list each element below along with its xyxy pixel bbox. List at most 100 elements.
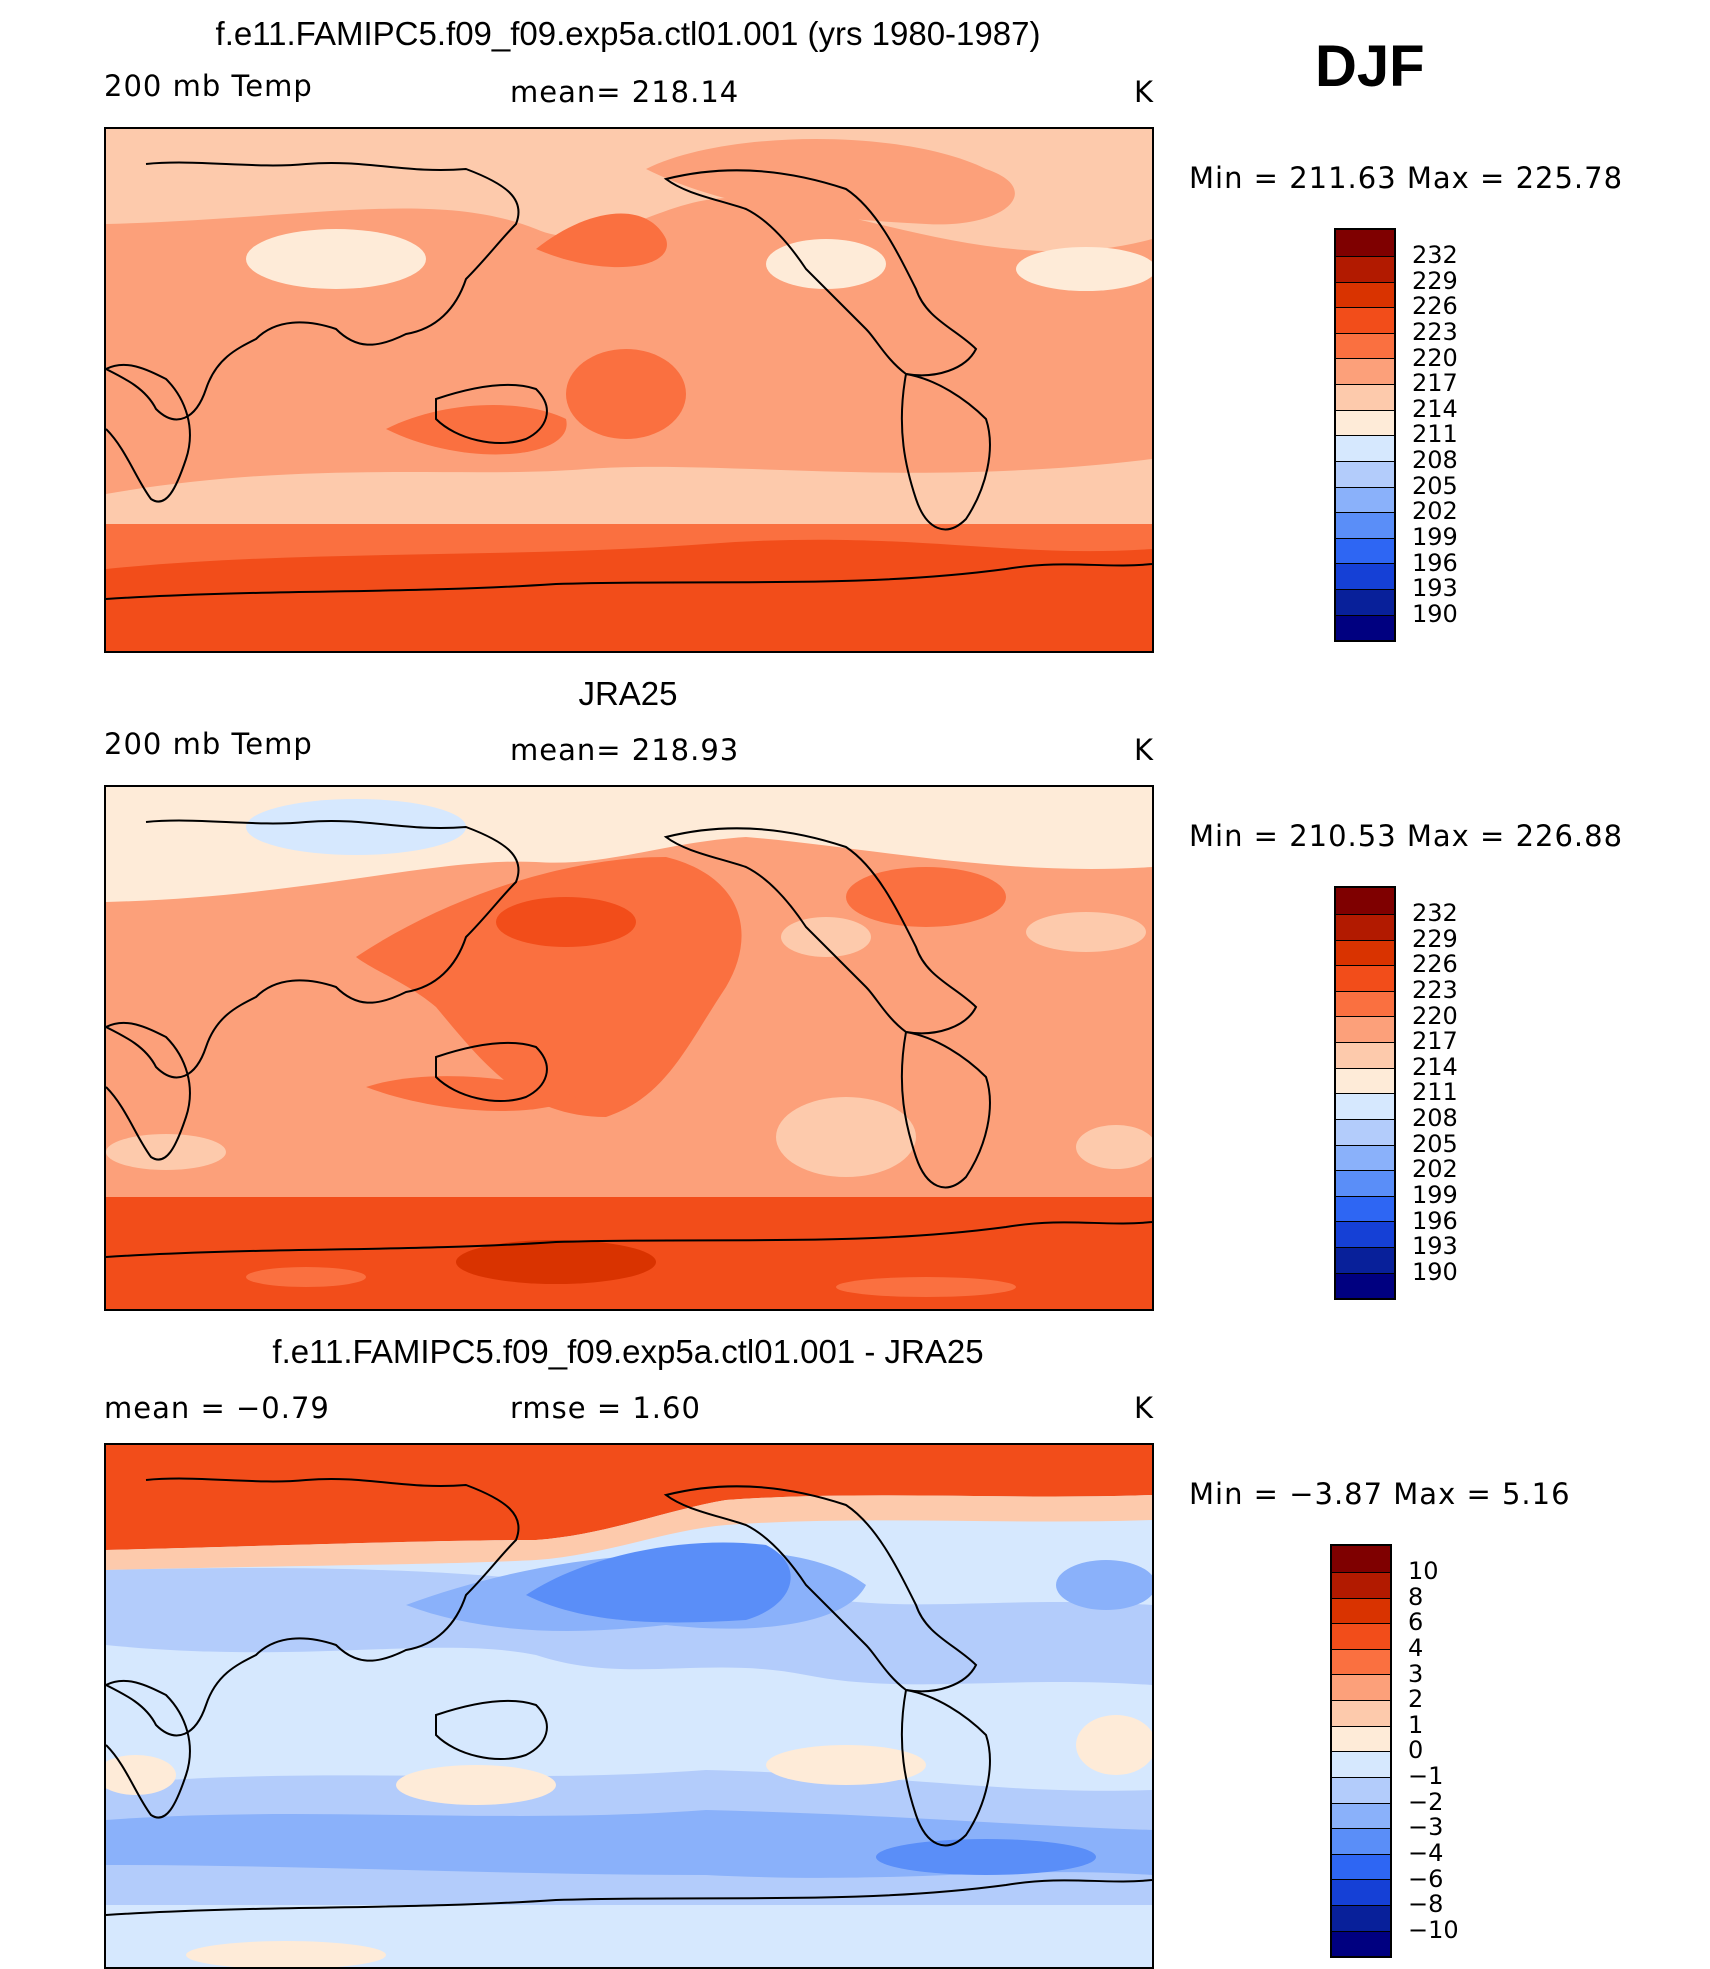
colorbar-swatch	[1336, 1042, 1394, 1068]
colorbar-tick-label: 214	[1412, 395, 1458, 423]
panel-1-colorbar	[1334, 228, 1396, 642]
colorbar-tick-label: 220	[1412, 1002, 1458, 1030]
colorbar-tick-label: −2	[1408, 1788, 1444, 1816]
colorbar-tick-label: 4	[1408, 1634, 1424, 1662]
colorbar-tick-label: −10	[1408, 1916, 1459, 1944]
colorbar-swatch	[1336, 461, 1394, 487]
colorbar-tick-label: 196	[1412, 549, 1458, 577]
colorbar-tick-label: 190	[1412, 1258, 1458, 1286]
colorbar-swatch	[1336, 1247, 1394, 1273]
colorbar-tick-label: −3	[1408, 1813, 1444, 1841]
panel-3-mean-label: mean = −0.79	[104, 1391, 330, 1425]
colorbar-swatch	[1336, 589, 1394, 615]
colorbar-tick-label: −6	[1408, 1865, 1444, 1893]
panel-3-map	[104, 1443, 1154, 1969]
colorbar-swatch	[1336, 435, 1394, 461]
colorbar-swatch	[1332, 1572, 1390, 1598]
colorbar-swatch	[1336, 940, 1394, 965]
colorbar-tick-label: 223	[1412, 318, 1458, 346]
panel-3-minmax: Min = −3.87 Max = 5.16	[1189, 1477, 1571, 1511]
colorbar-tick-label: 223	[1412, 976, 1458, 1004]
colorbar-tick-label: 226	[1412, 292, 1458, 320]
colorbar-tick-label: 226	[1412, 950, 1458, 978]
colorbar-swatch	[1332, 1777, 1390, 1803]
colorbar-tick-label: 214	[1412, 1053, 1458, 1081]
panel-1-minmax: Min = 211.63 Max = 225.78	[1189, 161, 1624, 195]
colorbar-tick-label: 211	[1412, 1078, 1458, 1106]
colorbar-tick-label: 205	[1412, 472, 1458, 500]
colorbar-tick-label: 193	[1412, 1232, 1458, 1260]
colorbar-swatch	[1332, 1700, 1390, 1726]
colorbar-swatch	[1332, 1879, 1390, 1905]
colorbar-swatch	[1332, 1751, 1390, 1777]
colorbar-swatch	[1332, 1828, 1390, 1854]
colorbar-swatch	[1336, 230, 1394, 256]
panel-1-title: f.e11.FAMIPC5.f09_f09.exp5a.ctl01.001 (y…	[215, 15, 1041, 52]
colorbar-swatch	[1332, 1931, 1390, 1956]
colorbar-tick-label: 232	[1412, 241, 1458, 269]
colorbar-tick-label: −8	[1408, 1890, 1444, 1918]
colorbar-swatch	[1336, 487, 1394, 512]
colorbar-swatch	[1336, 358, 1394, 384]
colorbar-swatch	[1336, 307, 1394, 333]
colorbar-tick-label: 220	[1412, 344, 1458, 372]
colorbar-tick-label: 190	[1412, 600, 1458, 628]
colorbar-swatch	[1336, 1221, 1394, 1247]
colorbar-swatch	[1332, 1726, 1390, 1751]
colorbar-swatch	[1336, 1068, 1394, 1093]
colorbar-tick-label: 229	[1412, 267, 1458, 295]
colorbar-tick-label: 217	[1412, 1027, 1458, 1055]
colorbar-swatch	[1336, 1196, 1394, 1221]
colorbar-tick-label: 199	[1412, 1181, 1458, 1209]
colorbar-swatch	[1336, 888, 1394, 914]
colorbar-tick-label: 2	[1408, 1685, 1424, 1713]
panel-3-title: f.e11.FAMIPC5.f09_f09.exp5a.ctl01.001 - …	[272, 1333, 984, 1370]
colorbar-swatch	[1336, 256, 1394, 282]
colorbar-swatch	[1332, 1598, 1390, 1623]
colorbar-tick-label: −1	[1408, 1762, 1444, 1790]
panel-2-units-label: K	[1134, 733, 1155, 767]
colorbar-tick-label: 217	[1412, 369, 1458, 397]
colorbar-swatch	[1332, 1854, 1390, 1879]
colorbar-tick-label: 211	[1412, 420, 1458, 448]
colorbar-swatch	[1336, 538, 1394, 563]
colorbar-swatch	[1332, 1546, 1390, 1572]
colorbar-swatch	[1336, 1170, 1394, 1196]
colorbar-swatch	[1336, 563, 1394, 589]
colorbar-tick-label: 208	[1412, 1104, 1458, 1132]
colorbar-swatch	[1336, 282, 1394, 307]
colorbar-swatch	[1336, 1145, 1394, 1170]
panel-2-colorbar	[1334, 886, 1396, 1300]
colorbar-swatch	[1332, 1674, 1390, 1700]
colorbar-tick-label: 202	[1412, 497, 1458, 525]
colorbar-swatch	[1336, 1273, 1394, 1298]
colorbar-tick-label: 0	[1408, 1736, 1424, 1764]
colorbar-swatch	[1336, 615, 1394, 640]
panel-1-map	[104, 127, 1154, 653]
colorbar-swatch	[1332, 1649, 1390, 1674]
colorbar-tick-label: 232	[1412, 899, 1458, 927]
colorbar-swatch	[1332, 1905, 1390, 1931]
panel-1-variable-label: 200 mb Temp	[104, 69, 313, 103]
colorbar-swatch	[1336, 1093, 1394, 1119]
season-label: DJF	[1315, 34, 1425, 99]
colorbar-swatch	[1336, 384, 1394, 410]
panel-3-rmse-label: rmse = 1.60	[510, 1391, 701, 1425]
colorbar-swatch	[1336, 914, 1394, 940]
colorbar-swatch	[1336, 333, 1394, 358]
colorbar-tick-label: 205	[1412, 1130, 1458, 1158]
panel-2-variable-label: 200 mb Temp	[104, 727, 313, 761]
panel-3-colorbar	[1330, 1544, 1392, 1958]
colorbar-tick-label: 6	[1408, 1608, 1424, 1636]
colorbar-swatch	[1332, 1803, 1390, 1828]
colorbar-tick-label: 196	[1412, 1207, 1458, 1235]
panel-1-mean-label: mean= 218.14	[510, 75, 740, 109]
colorbar-tick-label: 199	[1412, 523, 1458, 551]
panel-2-map	[104, 785, 1154, 1311]
colorbar-tick-label: 8	[1408, 1583, 1424, 1611]
panel-3-units-label: K	[1134, 1391, 1155, 1425]
colorbar-tick-label: 229	[1412, 925, 1458, 953]
colorbar-tick-label: 3	[1408, 1660, 1424, 1688]
panel-2-minmax: Min = 210.53 Max = 226.88	[1189, 819, 1624, 853]
colorbar-swatch	[1336, 1016, 1394, 1042]
